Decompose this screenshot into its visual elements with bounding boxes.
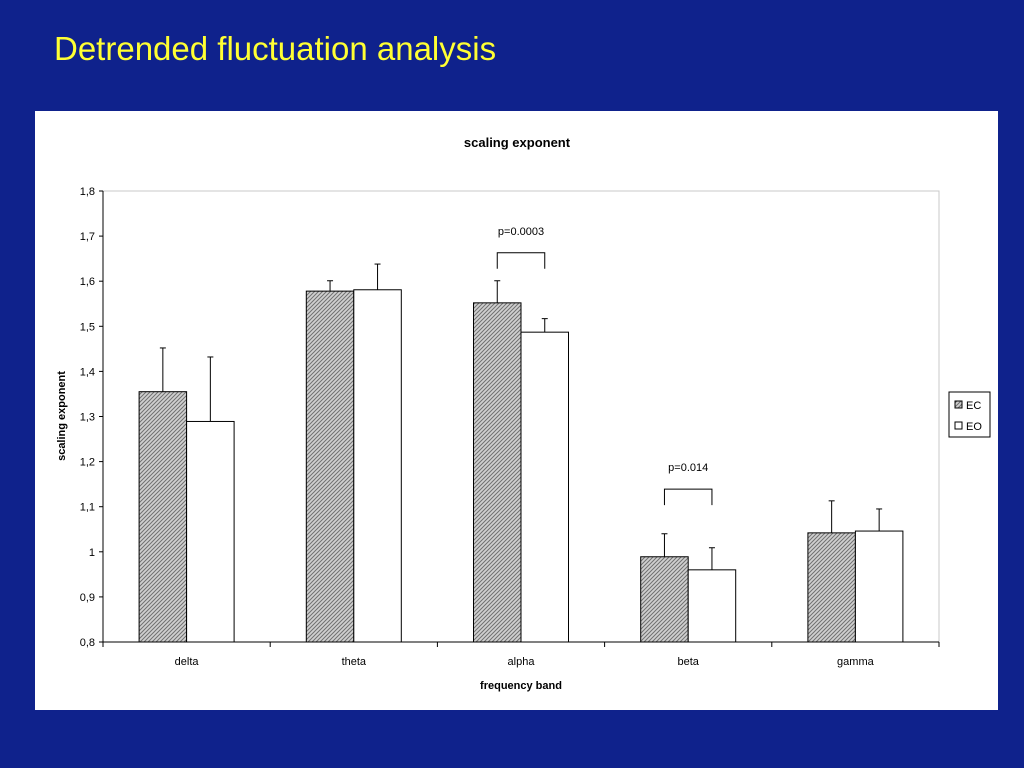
- bar-ec-beta: [640, 556, 689, 643]
- bar-chart: scaling exponent 0,8 0,9 1 1,1 1,2 1,3 1,4 1,5 1…: [56, 135, 991, 692]
- x-tick-label: gamma: [837, 656, 875, 668]
- y-tick-label: 1: [89, 547, 95, 559]
- bar-ec-gamma: [807, 532, 856, 643]
- bar-eo-delta: [186, 420, 235, 643]
- legend: EC EO: [948, 391, 991, 438]
- x-axis-label: frequency band: [480, 680, 562, 692]
- legend-label-ec: EC: [966, 400, 981, 412]
- y-tick-label: 1,5: [80, 321, 95, 333]
- y-axis-label: scaling exponent: [56, 371, 68, 461]
- significance-bracket-beta: [663, 488, 713, 506]
- y-tick-label: 0,9: [80, 592, 95, 604]
- chart-panel: scaling exponent 0,8 0,9 1 1,1 1,2 1,3 1,4 1,5 1…: [35, 111, 998, 710]
- bar-eo-theta: [353, 289, 402, 643]
- y-tick-label: 1,8: [80, 186, 95, 198]
- y-tick-label: 1,2: [80, 457, 95, 469]
- legend-label-eo: EO: [966, 421, 982, 433]
- significance-bracket-alpha: [496, 252, 546, 269]
- bar-eo-alpha: [520, 331, 569, 643]
- bar-ec-delta: [138, 391, 188, 643]
- y-tick-label: 1,4: [80, 366, 95, 378]
- y-tick-label: 0,8: [80, 637, 95, 649]
- y-tick-label: 1,7: [80, 231, 95, 243]
- chart-title: scaling exponent: [464, 135, 571, 150]
- p-value-label-alpha: p=0.0003: [498, 226, 544, 238]
- bar-eo-beta: [687, 569, 737, 643]
- y-tick-label: 1,6: [80, 276, 95, 288]
- x-tick-label: delta: [175, 656, 200, 668]
- bar-ec-alpha: [473, 302, 522, 643]
- bar-ec-theta: [305, 290, 355, 643]
- p-value-label-beta: p=0.014: [668, 462, 708, 474]
- y-tick-label: 1,3: [80, 412, 95, 424]
- x-tick-label: alpha: [508, 656, 536, 668]
- y-tick-label: 1,1: [80, 502, 95, 514]
- bar-eo-gamma: [854, 530, 904, 643]
- slide-title: Detrended fluctuation analysis: [54, 30, 497, 67]
- legend-swatch-eo: [954, 421, 963, 430]
- legend-swatch-ec: [954, 400, 963, 409]
- x-tick-label: theta: [342, 656, 367, 668]
- x-tick-label: beta: [677, 656, 699, 668]
